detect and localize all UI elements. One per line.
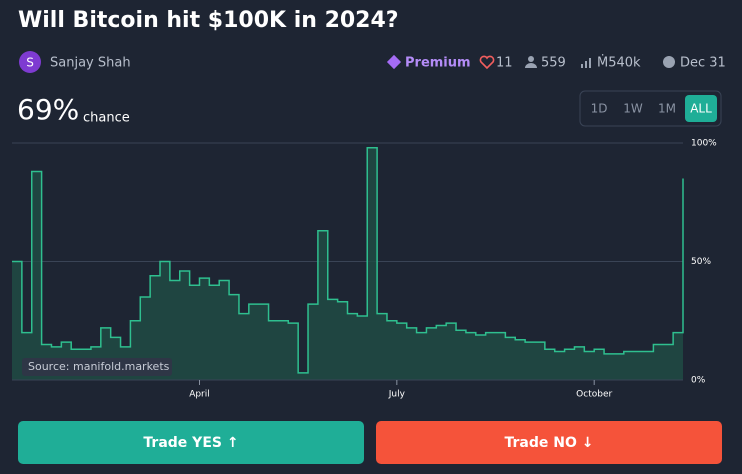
avatar[interactable] <box>19 51 41 73</box>
traders-icon <box>528 56 534 62</box>
probability-label: chance <box>83 111 130 126</box>
likes: 11 <box>496 56 513 71</box>
trade-yes[interactable] <box>18 421 364 464</box>
range-label: ALL <box>690 102 712 116</box>
range-label: 1D <box>591 102 608 116</box>
volume: Ṁ540k <box>597 55 641 71</box>
premium[interactable]: Premium <box>405 56 471 71</box>
avatar-letter: S <box>26 56 34 70</box>
clock-icon <box>663 56 675 68</box>
source: Source: manifold.markets <box>28 360 170 373</box>
source-badge <box>22 358 172 376</box>
y-tick-label: 100% <box>691 139 717 149</box>
range-button[interactable] <box>685 95 717 122</box>
traders-icon <box>525 63 537 68</box>
x-tick-label: October <box>576 390 612 400</box>
trade-yes-label: Trade YES ↑ <box>143 435 238 451</box>
traders: 559 <box>541 56 566 71</box>
range-label: 1W <box>623 102 643 116</box>
like-icon[interactable] <box>479 55 495 70</box>
author[interactable]: Sanjay Shah <box>50 56 131 71</box>
area-fill <box>12 147 683 380</box>
title: Will Bitcoin hit $100K in 2024? <box>18 8 399 33</box>
range-label: 1M <box>658 102 676 116</box>
x-tick-label: April <box>189 390 210 400</box>
trade-no[interactable] <box>376 421 722 464</box>
x-tick-label: July <box>388 390 406 400</box>
premium-icon <box>386 54 402 70</box>
y-tick-label: 0% <box>691 376 706 386</box>
line <box>12 146 684 374</box>
volume-icon <box>581 58 591 68</box>
range-group <box>579 90 722 127</box>
y-tick-label: 50% <box>691 257 711 267</box>
close-date: Dec 31 <box>680 56 726 71</box>
trade-no-label: Trade NO ↓ <box>505 435 594 451</box>
probability: 69% <box>17 93 79 126</box>
